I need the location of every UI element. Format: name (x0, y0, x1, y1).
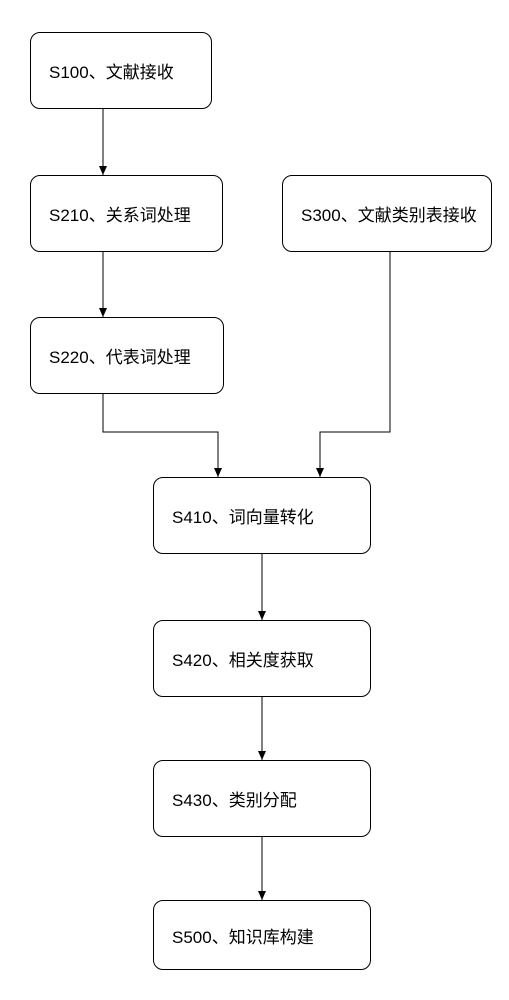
node-label: S420、相关度获取 (172, 646, 314, 671)
node-label: S220、代表词处理 (49, 343, 191, 368)
node-label: S430、类别分配 (172, 786, 297, 811)
node-label: S410、词向量转化 (172, 503, 314, 528)
node-label: S100、文献接收 (49, 58, 174, 83)
node-s500: S500、知识库构建 (153, 900, 371, 970)
node-s420: S420、相关度获取 (153, 620, 371, 697)
node-s220: S220、代表词处理 (30, 317, 224, 394)
node-label: S300、文献类别表接收 (301, 201, 477, 226)
node-s430: S430、类别分配 (153, 760, 371, 837)
node-label: S210、关系词处理 (49, 201, 191, 226)
node-s300: S300、文献类别表接收 (282, 175, 492, 252)
edge-s300-s410 (320, 252, 390, 477)
edge-s220-s410 (103, 394, 218, 477)
node-s410: S410、词向量转化 (153, 477, 371, 554)
node-s100: S100、文献接收 (30, 32, 212, 109)
node-label: S500、知识库构建 (172, 923, 314, 948)
node-s210: S210、关系词处理 (30, 175, 223, 252)
